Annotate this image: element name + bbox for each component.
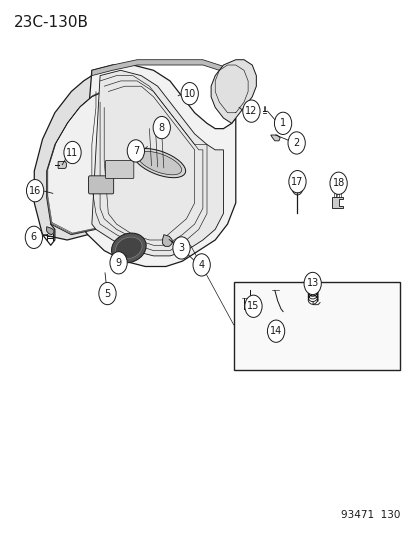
Text: 6: 6 (31, 232, 37, 243)
Text: 93471  130: 93471 130 (340, 510, 399, 520)
Circle shape (127, 140, 144, 162)
Circle shape (192, 254, 210, 276)
Circle shape (242, 100, 259, 122)
Text: 11: 11 (66, 148, 78, 158)
Circle shape (244, 295, 261, 317)
Polygon shape (270, 135, 280, 141)
Text: 8: 8 (158, 123, 164, 133)
Text: 2: 2 (293, 138, 299, 148)
Circle shape (267, 320, 284, 342)
Text: 5: 5 (104, 288, 110, 298)
Circle shape (329, 172, 347, 195)
Polygon shape (47, 227, 54, 235)
Circle shape (173, 237, 190, 259)
Circle shape (64, 141, 81, 164)
Ellipse shape (111, 233, 146, 263)
Circle shape (99, 282, 116, 305)
Text: 1: 1 (279, 118, 285, 128)
Circle shape (26, 180, 44, 202)
Ellipse shape (138, 151, 181, 175)
Text: 18: 18 (332, 178, 344, 188)
Circle shape (153, 116, 170, 139)
Text: 4: 4 (198, 260, 204, 270)
Circle shape (180, 83, 198, 105)
Polygon shape (331, 197, 342, 208)
FancyBboxPatch shape (88, 176, 114, 194)
Text: 16: 16 (29, 185, 41, 196)
Polygon shape (211, 60, 256, 123)
Text: 3: 3 (178, 243, 184, 253)
FancyBboxPatch shape (105, 160, 133, 179)
Text: 9: 9 (115, 258, 121, 268)
Polygon shape (34, 70, 157, 240)
Text: 15: 15 (247, 301, 259, 311)
Polygon shape (58, 161, 66, 168)
Circle shape (303, 272, 320, 295)
Polygon shape (47, 92, 141, 235)
Text: 12: 12 (244, 106, 257, 116)
Polygon shape (92, 60, 243, 81)
Text: 7: 7 (133, 146, 139, 156)
Ellipse shape (115, 237, 142, 259)
Polygon shape (79, 65, 235, 266)
Ellipse shape (133, 149, 185, 177)
Circle shape (110, 252, 127, 274)
Circle shape (292, 181, 302, 195)
Bar (233, 282, 399, 370)
Text: 13: 13 (306, 278, 318, 288)
Text: 10: 10 (183, 88, 195, 99)
Circle shape (287, 132, 304, 154)
Text: 17: 17 (291, 176, 303, 187)
Circle shape (25, 226, 43, 248)
Polygon shape (92, 70, 223, 256)
Circle shape (274, 112, 291, 134)
Text: 23C-130B: 23C-130B (14, 14, 88, 30)
Text: 14: 14 (269, 326, 282, 336)
Circle shape (288, 171, 305, 193)
Polygon shape (162, 235, 172, 246)
Circle shape (176, 241, 183, 249)
